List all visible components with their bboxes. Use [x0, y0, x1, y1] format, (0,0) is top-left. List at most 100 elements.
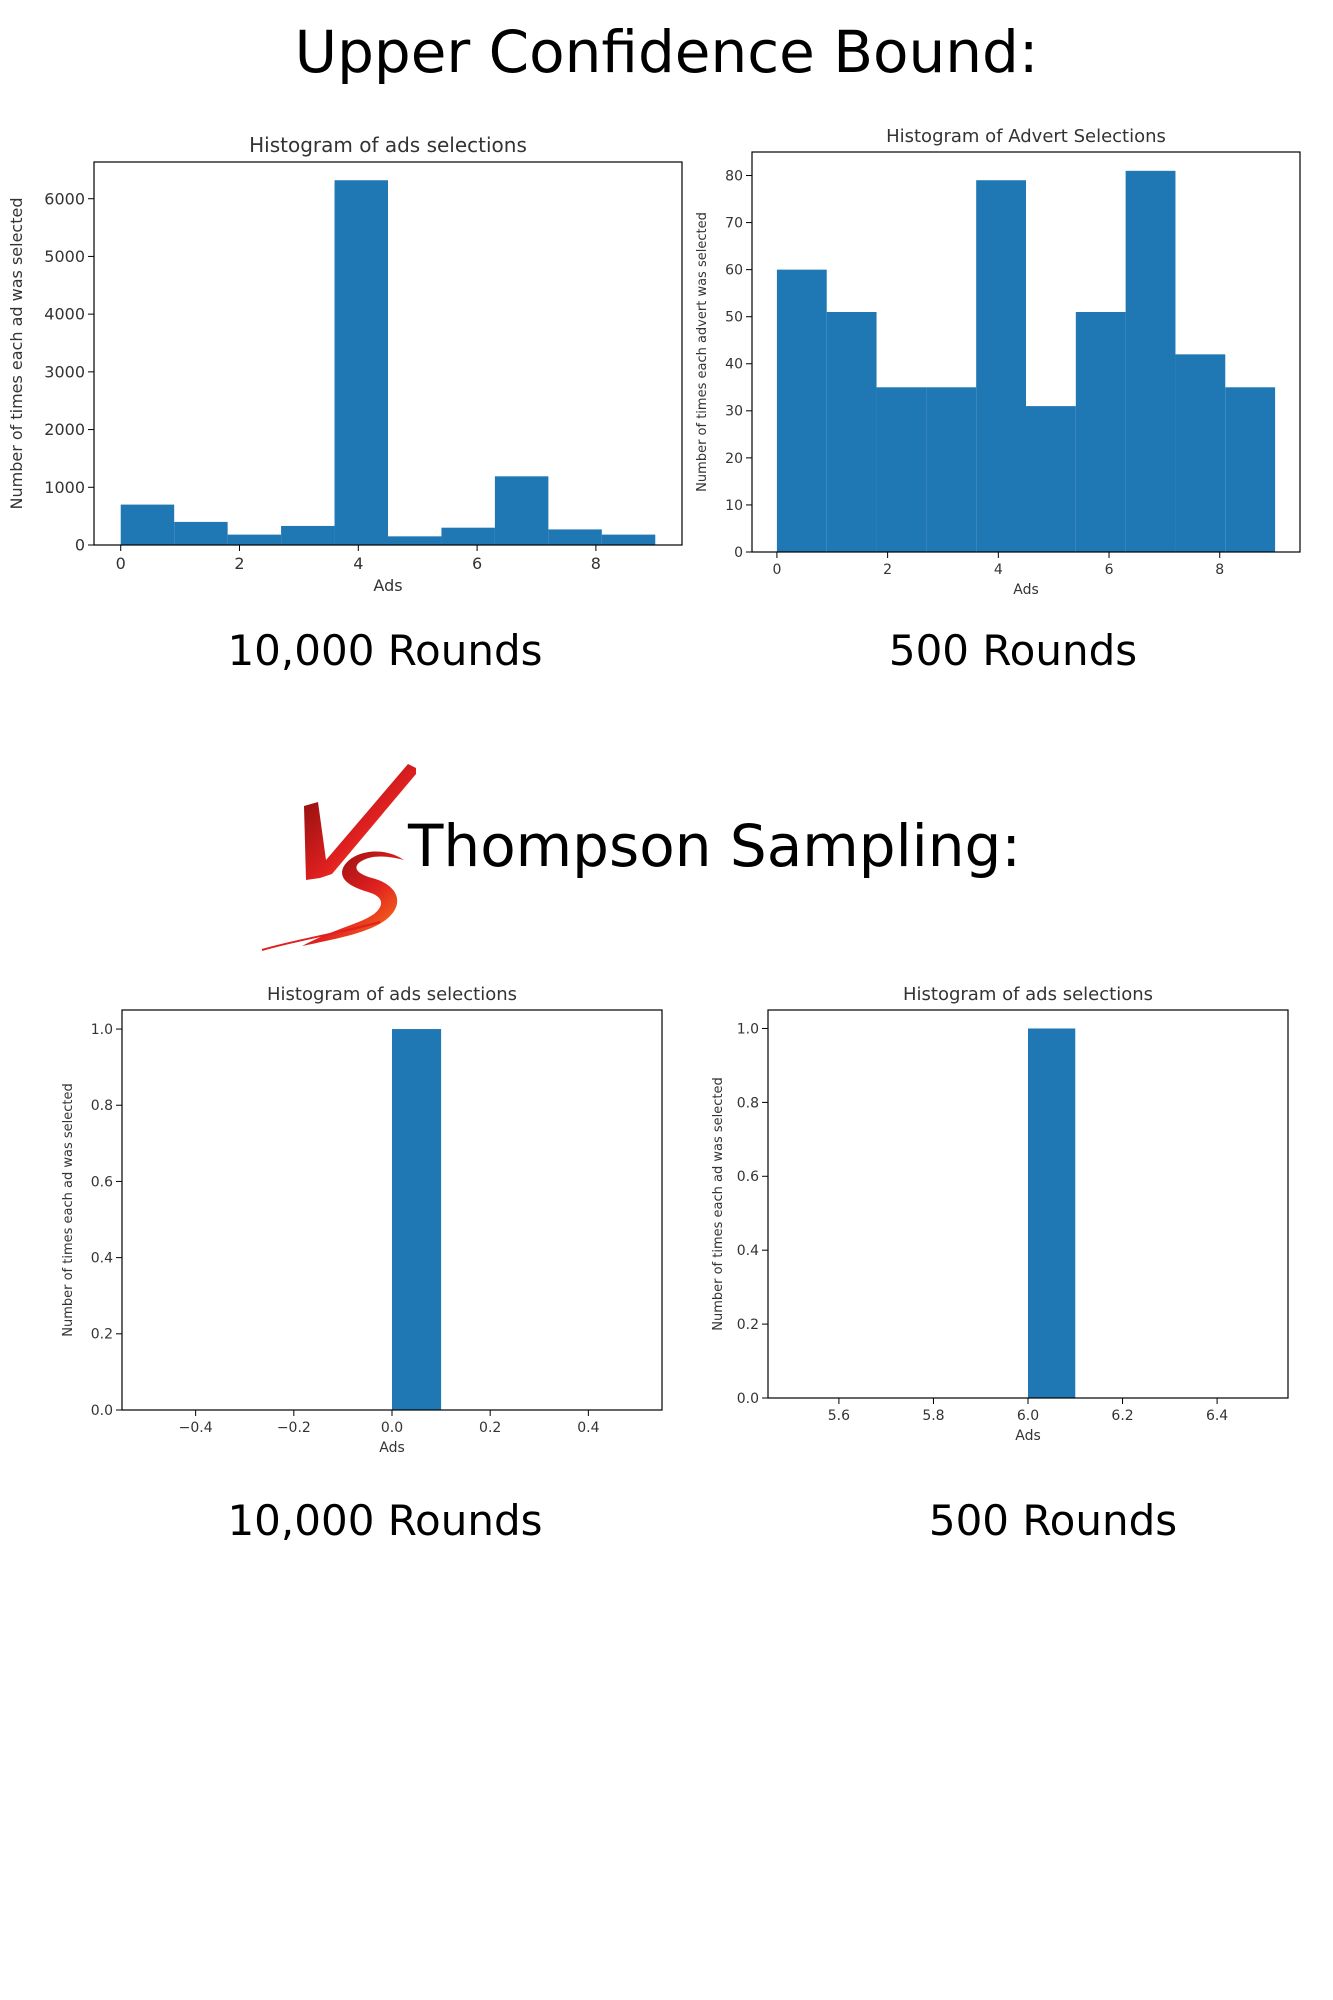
x-tick-label: 0 — [116, 554, 126, 573]
y-tick-label: 0.0 — [91, 1403, 113, 1419]
histogram-bar — [1075, 312, 1126, 552]
chart-title: Histogram of Advert Selections — [886, 126, 1166, 147]
y-axis-label: Number of times each ad was selected — [711, 1077, 726, 1331]
histogram-bar — [227, 534, 282, 545]
ucb-10000-chart: Histogram of ads selections 0 2 4 6 8 0 1000 200… — [7, 128, 683, 610]
ts-left-caption: 10,000 Rounds — [227, 1496, 543, 1545]
x-tick-label: 4 — [353, 554, 363, 573]
y-tick-label: 1.0 — [91, 1022, 113, 1038]
y-axis-label: Number of times each advert was selected — [695, 212, 710, 492]
y-tick-label: 60 — [725, 263, 743, 279]
y-tick-label: 20 — [725, 451, 743, 467]
ts-section-title: Thompson Sampling: — [408, 812, 1021, 880]
histogram-bar — [334, 180, 388, 545]
histogram-bar — [494, 476, 549, 545]
histogram-bar — [392, 1029, 442, 1410]
x-tick-label: −0.2 — [277, 1420, 311, 1436]
histogram-bar — [1225, 387, 1276, 552]
y-tick-label: 5000 — [44, 247, 85, 266]
histogram-bar — [926, 387, 977, 552]
y-tick-label: 3000 — [44, 362, 85, 381]
histogram-bar — [1175, 354, 1226, 552]
x-tick-label: 0 — [772, 562, 781, 578]
y-axis-label: Number of times each ad was selected — [61, 1083, 76, 1337]
x-tick-label: 0.4 — [577, 1420, 599, 1436]
plot-frame — [93, 161, 683, 546]
y-tick-label: 0.2 — [737, 1317, 759, 1333]
x-tick-label: 6 — [472, 554, 482, 573]
y-tick-label: 1000 — [44, 478, 85, 497]
y-tick-label: 0.6 — [737, 1169, 759, 1185]
vs-logo — [256, 762, 424, 952]
y-tick-label: 0.0 — [737, 1391, 759, 1407]
y-tick-label: 4000 — [44, 305, 85, 324]
vs-v-shape — [304, 764, 416, 880]
x-tick-label: 6 — [1105, 562, 1114, 578]
y-tick-label: 2000 — [44, 420, 85, 439]
histogram-bar — [601, 534, 656, 545]
x-tick-label: 0.2 — [479, 1420, 501, 1436]
histogram-bar — [281, 525, 335, 545]
y-tick-label: 0.6 — [91, 1174, 113, 1190]
ucb-right-caption: 500 Rounds — [888, 626, 1138, 675]
ucb-left-caption: 10,000 Rounds — [227, 626, 543, 675]
y-tick-label: 10 — [725, 498, 743, 514]
y-tick-label: 70 — [725, 215, 743, 231]
ts-10000-chart: Histogram of ads selections −0.4 −0.2 0.0 0.… — [61, 982, 672, 1456]
histogram-bar — [174, 521, 228, 545]
ucb-500-chart: Histogram of Advert Selections 0 2 4 6 8 0 10 20… — [695, 118, 1301, 602]
x-tick-label: 2 — [234, 554, 244, 573]
x-tick-label: 8 — [591, 554, 601, 573]
x-tick-label: 6.0 — [1017, 1408, 1039, 1424]
histogram-bar — [976, 180, 1026, 552]
x-axis-label: Ads — [1013, 582, 1039, 598]
chart-title: Histogram of ads selections — [267, 984, 517, 1005]
vs-streak — [261, 921, 381, 951]
x-tick-label: −0.4 — [179, 1420, 213, 1436]
y-tick-label: 0 — [734, 545, 743, 561]
x-axis-label: Ads — [379, 1440, 405, 1456]
y-tick-label: 0.4 — [91, 1251, 113, 1267]
ts-500-histogram: Histogram of ads selections 5.6 5.8 6.0 6.2 6… — [711, 984, 1289, 1444]
x-tick-label: 5.8 — [922, 1408, 944, 1424]
histogram-bar — [1026, 406, 1076, 552]
y-tick-label: 40 — [725, 357, 743, 373]
histogram-bar — [826, 312, 877, 552]
y-tick-label: 0.8 — [91, 1098, 113, 1114]
y-tick-label: 0.8 — [737, 1095, 759, 1111]
x-tick-label: 6.2 — [1111, 1408, 1133, 1424]
x-tick-label: 6.4 — [1206, 1408, 1228, 1424]
ts-500-chart: Histogram of ads selections 5.6 5.8 6.0 6.2 6… — [711, 982, 1300, 1444]
histogram-bar — [388, 536, 442, 545]
y-tick-label: 50 — [725, 310, 743, 326]
x-tick-label: 0.0 — [381, 1420, 403, 1436]
histogram-bar — [120, 504, 175, 545]
ucb-10000-histogram: Histogram of ads selections 0 2 4 6 8 0 1000 200… — [7, 133, 683, 595]
chart-title: Histogram of ads selections — [249, 133, 527, 157]
ts-right-caption: 500 Rounds — [928, 1496, 1178, 1545]
y-tick-label: 0.4 — [737, 1243, 759, 1259]
x-tick-label: 8 — [1215, 562, 1224, 578]
y-tick-label: 0 — [75, 536, 85, 555]
y-tick-label: 1.0 — [737, 1021, 759, 1037]
x-tick-label: 2 — [883, 562, 892, 578]
x-axis-label: Ads — [1015, 1428, 1041, 1444]
histogram-bar — [548, 529, 602, 545]
x-tick-label: 4 — [994, 562, 1003, 578]
y-tick-label: 0.2 — [91, 1327, 113, 1343]
y-tick-label: 6000 — [44, 189, 85, 208]
x-tick-label: 5.6 — [828, 1408, 850, 1424]
ucb-section-title: Upper Confidence Bound: — [294, 18, 1039, 86]
histogram-bar — [876, 387, 927, 552]
histogram-bar — [1125, 170, 1176, 552]
y-axis-label: Number of times each ad was selected — [7, 197, 26, 509]
ts-10000-histogram: Histogram of ads selections −0.4 −0.2 0.0 0.… — [61, 984, 663, 1456]
x-axis-label: Ads — [373, 576, 402, 595]
plot-frame — [751, 151, 1301, 553]
histogram-bar — [776, 269, 827, 552]
histogram-bar — [1028, 1028, 1076, 1398]
chart-title: Histogram of ads selections — [903, 984, 1153, 1005]
y-tick-label: 80 — [725, 168, 743, 184]
y-tick-label: 30 — [725, 404, 743, 420]
